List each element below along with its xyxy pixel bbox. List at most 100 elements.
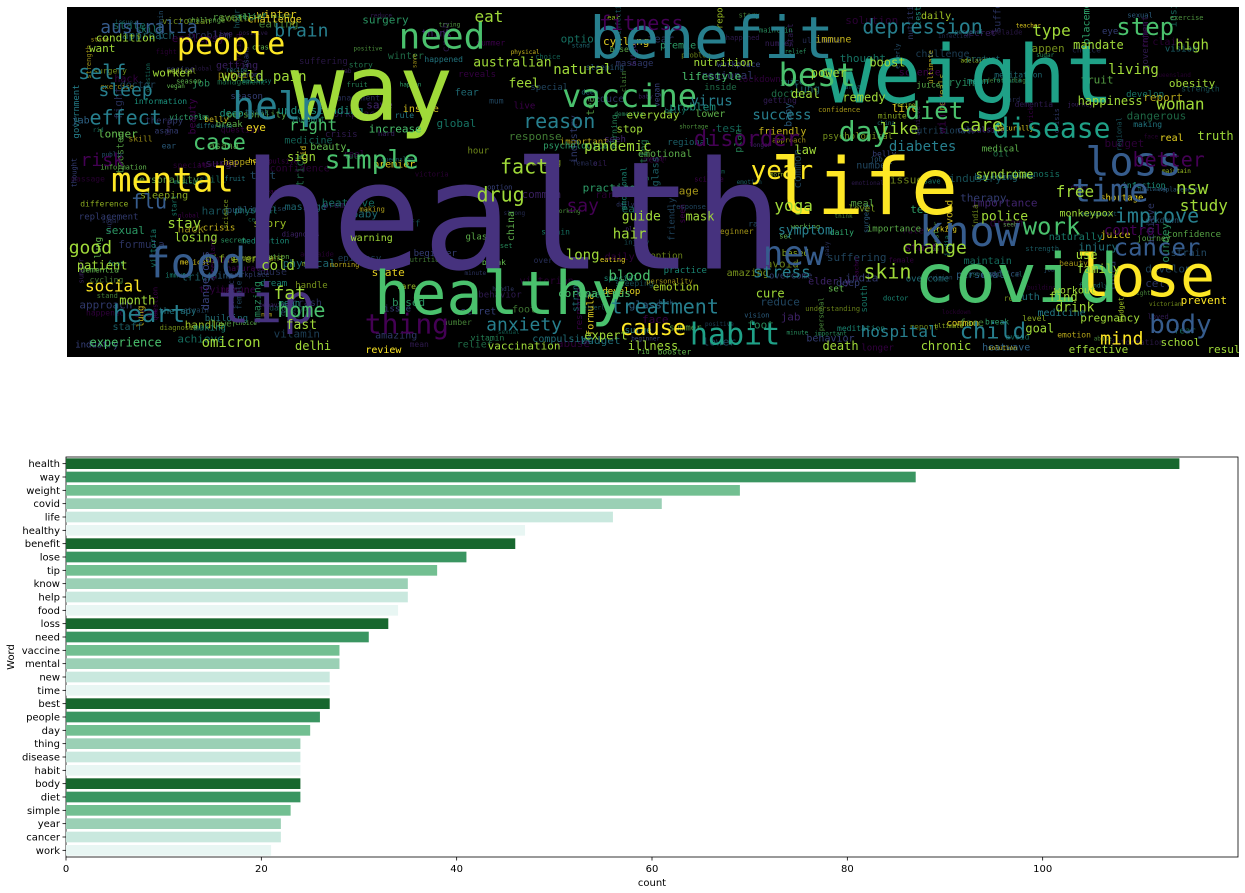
cloud-word-mind: mind [1100, 329, 1143, 350]
cloud-filler-word: friendly [668, 197, 678, 241]
cloud-word-prevent: prevent [1181, 294, 1227, 307]
cloud-filler-word: hack [114, 74, 138, 85]
cloud-filler-word: emotion [737, 179, 763, 186]
cloud-word-fast: fast [286, 318, 317, 333]
cloud-filler-word: getting [763, 96, 797, 105]
cloud-filler-word: product [227, 275, 236, 309]
cloud-filler-word: premier [323, 201, 362, 211]
cloud-filler-word: think [421, 29, 451, 40]
cloud-filler-word: secret [963, 29, 996, 39]
cloud-filler-word: set [828, 285, 844, 295]
y-tick-label: know [34, 579, 60, 590]
cloud-filler-word: india [944, 235, 952, 256]
cloud-word-simple: simple [325, 146, 419, 176]
cloud-filler-word: seeh [1003, 222, 1018, 229]
y-tick-label: health [28, 459, 60, 470]
cloud-filler-word: crash [441, 22, 452, 52]
cloud-filler-word: hard [378, 130, 395, 138]
cloud-filler-word: compulsive [957, 125, 1005, 134]
cloud-filler-word: cycling [234, 33, 243, 67]
cloud-filler-word: daily [921, 11, 951, 22]
cloud-filler-word: getting [216, 61, 258, 72]
cloud-filler-word: practice [664, 266, 707, 276]
cloud-word-year: year [751, 156, 814, 186]
cloud-filler-word: sugar [628, 36, 639, 66]
cloud-filler-word: female [572, 160, 597, 168]
cloud-filler-word: dementia [614, 111, 643, 118]
cloud-filler-word: importance [867, 225, 921, 235]
cloud-filler-word: working [791, 223, 821, 231]
cloud-filler-word: skill [129, 135, 153, 144]
cloud-filler-word: solution [845, 14, 898, 27]
cloud-filler-word: season [230, 92, 263, 102]
cloud-filler-word: practice [981, 269, 1020, 278]
cloud-filler-word: story [739, 11, 760, 19]
cloud-word-diabetes: diabetes [889, 139, 956, 155]
cloud-filler-word: happened [424, 55, 463, 64]
cloud-filler-word: personality [227, 110, 287, 120]
cloud-filler-word: elderly [583, 305, 609, 312]
cloud-word-body: body [1149, 310, 1212, 340]
cloud-filler-word: immune [220, 285, 256, 296]
cloud-filler-word: cell [1070, 183, 1089, 192]
cloud-filler-word: suffering [827, 251, 887, 264]
cloud-filler-word: massage [285, 202, 327, 213]
bar-work [66, 845, 272, 856]
cloud-word-pain: pain [273, 69, 307, 85]
cloud-word-warning: warning [351, 233, 393, 244]
cloud-filler-word: trying [942, 76, 982, 89]
cloud-filler-word: common [791, 149, 804, 189]
cloud-filler-word: think [835, 213, 853, 220]
cloud-filler-word: reduce [370, 13, 392, 20]
cloud-filler-word: cycling [90, 276, 124, 285]
cloud-word-time: time [1072, 172, 1149, 210]
cloud-filler-word: avoid [1005, 332, 1029, 341]
cloud-word-hair: hair [613, 227, 647, 243]
cloud-filler-word: challenge [915, 49, 969, 60]
cloud-filler-word: therapy [960, 192, 1007, 205]
cloud-filler-word: thought [70, 158, 78, 188]
cloud-filler-word: practice [583, 182, 636, 195]
cloud-filler-word: public [102, 152, 124, 159]
cloud-filler-word: building [1027, 285, 1056, 292]
cloud-word-flu: flu [131, 190, 167, 214]
cloud-filler-word: product [824, 68, 854, 76]
cloud-filler-word: seeh [678, 204, 687, 223]
cloud-filler-word: handle [492, 286, 514, 293]
cloud-filler-word: break [482, 258, 506, 267]
cloud-filler-word: immune [165, 272, 190, 280]
cloud-filler-word: teacher [263, 189, 289, 196]
cloud-filler-word: lockdown [1140, 216, 1179, 225]
cloud-word-happiness: happiness [1078, 94, 1143, 108]
cloud-filler-word: strength [1025, 245, 1059, 253]
cloud-filler-word: journey [1137, 234, 1171, 243]
cloud-filler-word: confidence [1167, 230, 1221, 240]
cloud-filler-word: option [650, 252, 683, 262]
cloud-filler-word: relief [457, 339, 493, 350]
cloud-filler-word: overcome [906, 275, 949, 285]
cloud-word-stop: stop [616, 123, 643, 136]
cloud-filler-word: building [205, 314, 248, 324]
cloud-word-disease: disease [992, 112, 1110, 145]
cloud-filler-word: meditation [241, 236, 289, 245]
cloud-filler-word: booster [116, 131, 127, 173]
cloud-filler-word: start [905, 241, 938, 254]
cloud-filler-word: dangerous [269, 304, 313, 313]
cloud-word-use: use [1076, 248, 1098, 262]
cloud-filler-word: surgery [93, 67, 127, 76]
cloud-word-stress: stress [753, 263, 811, 282]
cloud-filler-word: secret [221, 237, 246, 245]
cloud-filler-word: emotion [653, 281, 699, 294]
cloud-word-woman: woman [1156, 95, 1204, 114]
cloud-filler-word: easy [280, 309, 302, 319]
cloud-filler-word: budget [581, 334, 621, 347]
cloud-word-fact: fact [500, 155, 548, 179]
cloud-word-eat: eat [474, 7, 503, 26]
bar-tip [66, 565, 438, 576]
cloud-filler-word: thought [291, 115, 325, 124]
cloud-filler-word: asana [243, 47, 251, 68]
cloud-word-increase: increase [369, 123, 422, 136]
y-tick-label: covid [33, 499, 60, 510]
cloud-filler-word: develop [1126, 90, 1164, 100]
cloud-filler-word: abuse [257, 267, 287, 278]
